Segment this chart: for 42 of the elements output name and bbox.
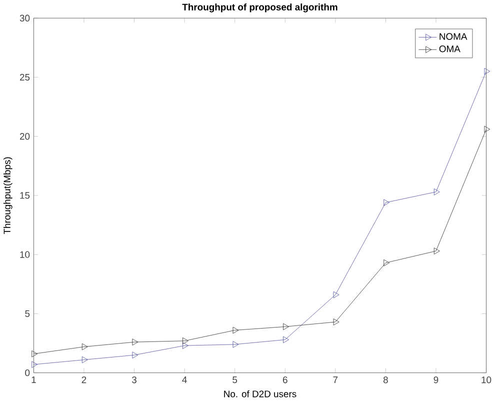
- point: [434, 188, 440, 196]
- x-tick-label: 10: [482, 376, 492, 384]
- y-tick-label: 20: [20, 133, 30, 140]
- y-tick-label: 5: [25, 310, 30, 318]
- point: [232, 326, 239, 334]
- y-tick-label: 25: [20, 74, 30, 81]
- y-tick-label: 0: [25, 370, 30, 376]
- x-tick-label: 7: [333, 376, 338, 384]
- point: [32, 361, 38, 368]
- point: [484, 126, 490, 133]
- point: [333, 318, 340, 326]
- point: [182, 342, 188, 350]
- point: [484, 68, 490, 75]
- x-axis-title: No. of D2D users: [224, 390, 296, 398]
- point: [32, 350, 38, 358]
- point: [182, 338, 188, 344]
- point: [384, 260, 390, 266]
- x-tick-label: 9: [434, 376, 438, 384]
- point: [283, 323, 289, 330]
- point: [333, 291, 340, 298]
- y-tick-label: 10: [20, 251, 30, 258]
- point: [232, 341, 239, 348]
- point: [132, 338, 138, 346]
- x-tick-label: 1: [32, 376, 36, 384]
- y-tick-label: 30: [20, 14, 30, 22]
- legend-label: NOMA: [440, 33, 468, 40]
- point: [434, 248, 440, 255]
- point: [82, 356, 88, 364]
- point: [132, 352, 138, 359]
- x-tick-label: 4: [182, 376, 187, 384]
- x-tick-label: 2: [82, 376, 86, 384]
- y-axis-title: Throughput(Mbps): [3, 157, 12, 234]
- x-tick-label: 3: [132, 376, 136, 384]
- point: [283, 336, 289, 344]
- x-tick-label: 8: [383, 376, 388, 384]
- x-tick-label: 5: [232, 376, 238, 384]
- chart-title: Throughput of proposed algorithm: [182, 4, 338, 12]
- x-tick-label: 6: [282, 376, 288, 384]
- point: [384, 199, 390, 206]
- point: [82, 343, 88, 350]
- legend-label: OMA: [439, 46, 460, 52]
- y-tick-label: 15: [20, 192, 30, 199]
